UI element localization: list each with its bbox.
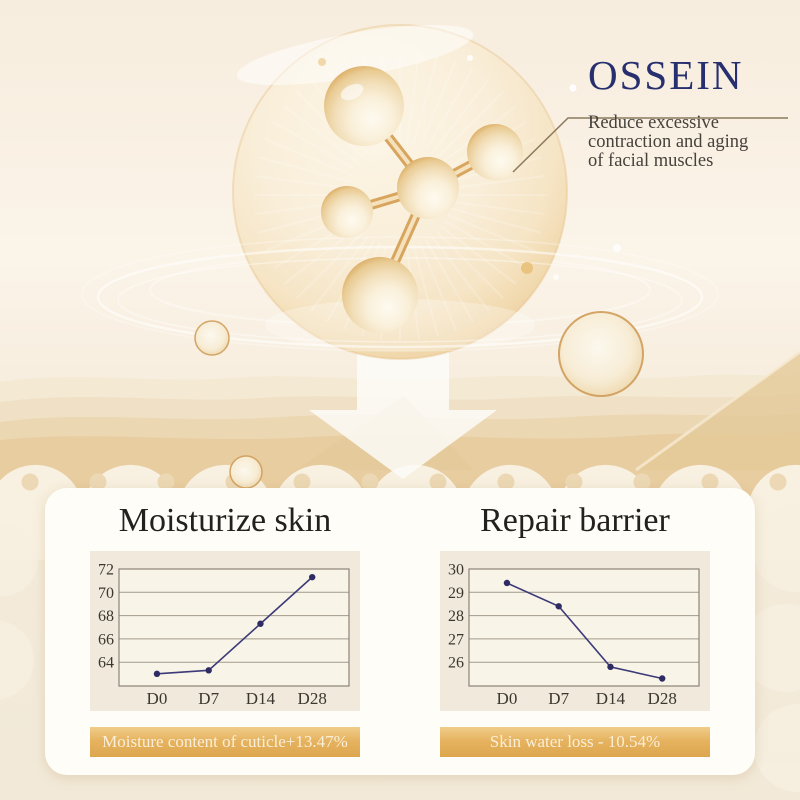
x-tick-label: D28 [648, 689, 677, 708]
chart-title: Moisturize skin [118, 502, 332, 539]
description-line: contraction and aging [588, 132, 749, 152]
x-tick-label: D0 [497, 689, 518, 708]
bubble [229, 455, 263, 489]
ingredient-description: Reduce excessive contraction and aging o… [588, 114, 800, 171]
y-tick-label: 30 [448, 562, 464, 579]
chart-title: Repair barrier [480, 502, 670, 539]
callout-line [512, 117, 788, 173]
result-banner-water-loss: Skin water loss - 10.54% [440, 727, 710, 757]
ossein-callout: OSSEIN Reduce excessive contraction and … [588, 50, 800, 171]
chart-panel: 30 29 28 27 26 D0 D7 D14 D28 [440, 551, 710, 711]
molecule-orb [342, 257, 418, 333]
y-tick-label: 64 [98, 655, 114, 672]
x-tick-label: D0 [147, 689, 168, 708]
data-point [205, 667, 212, 674]
description-line: Reduce excessive [588, 113, 719, 133]
x-tick-label: D7 [198, 689, 219, 708]
data-point [555, 603, 562, 610]
ingredient-bubble [232, 24, 568, 360]
chart-block-barrier: Repair barrier 30 29 28 27 26 D0 D7 D14 D28 Skin… [410, 488, 740, 775]
molecule-orb [321, 186, 373, 238]
y-tick-label: 26 [448, 655, 464, 672]
ingredient-title: OSSEIN [588, 52, 744, 98]
results-card: Moisturize skin 72 70 68 66 64 D0 D7 D14 D28 Moi… [45, 488, 755, 775]
bubble [194, 320, 230, 356]
data-point [503, 579, 511, 587]
y-tick-label: 29 [448, 585, 464, 602]
down-arrow-icon [309, 336, 497, 479]
x-tick-label: D7 [548, 689, 569, 708]
plot-area [469, 569, 699, 686]
y-tick-label: 68 [98, 608, 114, 625]
x-tick-label: D14 [246, 689, 276, 708]
molecule-orb [467, 124, 523, 180]
data-point [659, 675, 666, 682]
y-tick-label: 70 [98, 585, 114, 602]
plot-border [468, 568, 700, 687]
data-point [607, 663, 614, 671]
data-line [156, 576, 313, 675]
data-line [506, 582, 663, 680]
plot-border [118, 568, 350, 687]
x-tick-label: D28 [298, 689, 327, 708]
bubble [558, 311, 644, 397]
y-tick-label: 27 [448, 631, 464, 648]
x-tick-label: D14 [596, 689, 626, 708]
chart-panel: 72 70 68 66 64 D0 D7 D14 D28 [90, 551, 360, 711]
molecule-illustration [321, 66, 523, 333]
moisture-line-chart: 72 70 68 66 64 D0 D7 D14 D28 [98, 562, 350, 708]
y-tick-label: 66 [98, 631, 114, 648]
side-scallops [0, 504, 800, 792]
description-line: of facial muscles [588, 151, 714, 171]
plot-area [119, 569, 349, 686]
water-loss-line-chart: 30 29 28 27 26 D0 D7 D14 D28 [448, 562, 700, 708]
molecule-orb [324, 66, 404, 146]
y-tick-label: 72 [98, 562, 114, 579]
y-tick-label: 28 [448, 608, 464, 625]
molecule-orb [397, 157, 459, 219]
data-point [309, 573, 316, 581]
result-banner-moisture: Moisture content of cuticle+13.47% [90, 727, 360, 757]
chart-block-moisturize: Moisturize skin 72 70 68 66 64 D0 D7 D14 D28 Moi… [60, 488, 390, 775]
sparkles [318, 55, 630, 280]
data-point [257, 620, 264, 627]
data-point [153, 670, 161, 678]
